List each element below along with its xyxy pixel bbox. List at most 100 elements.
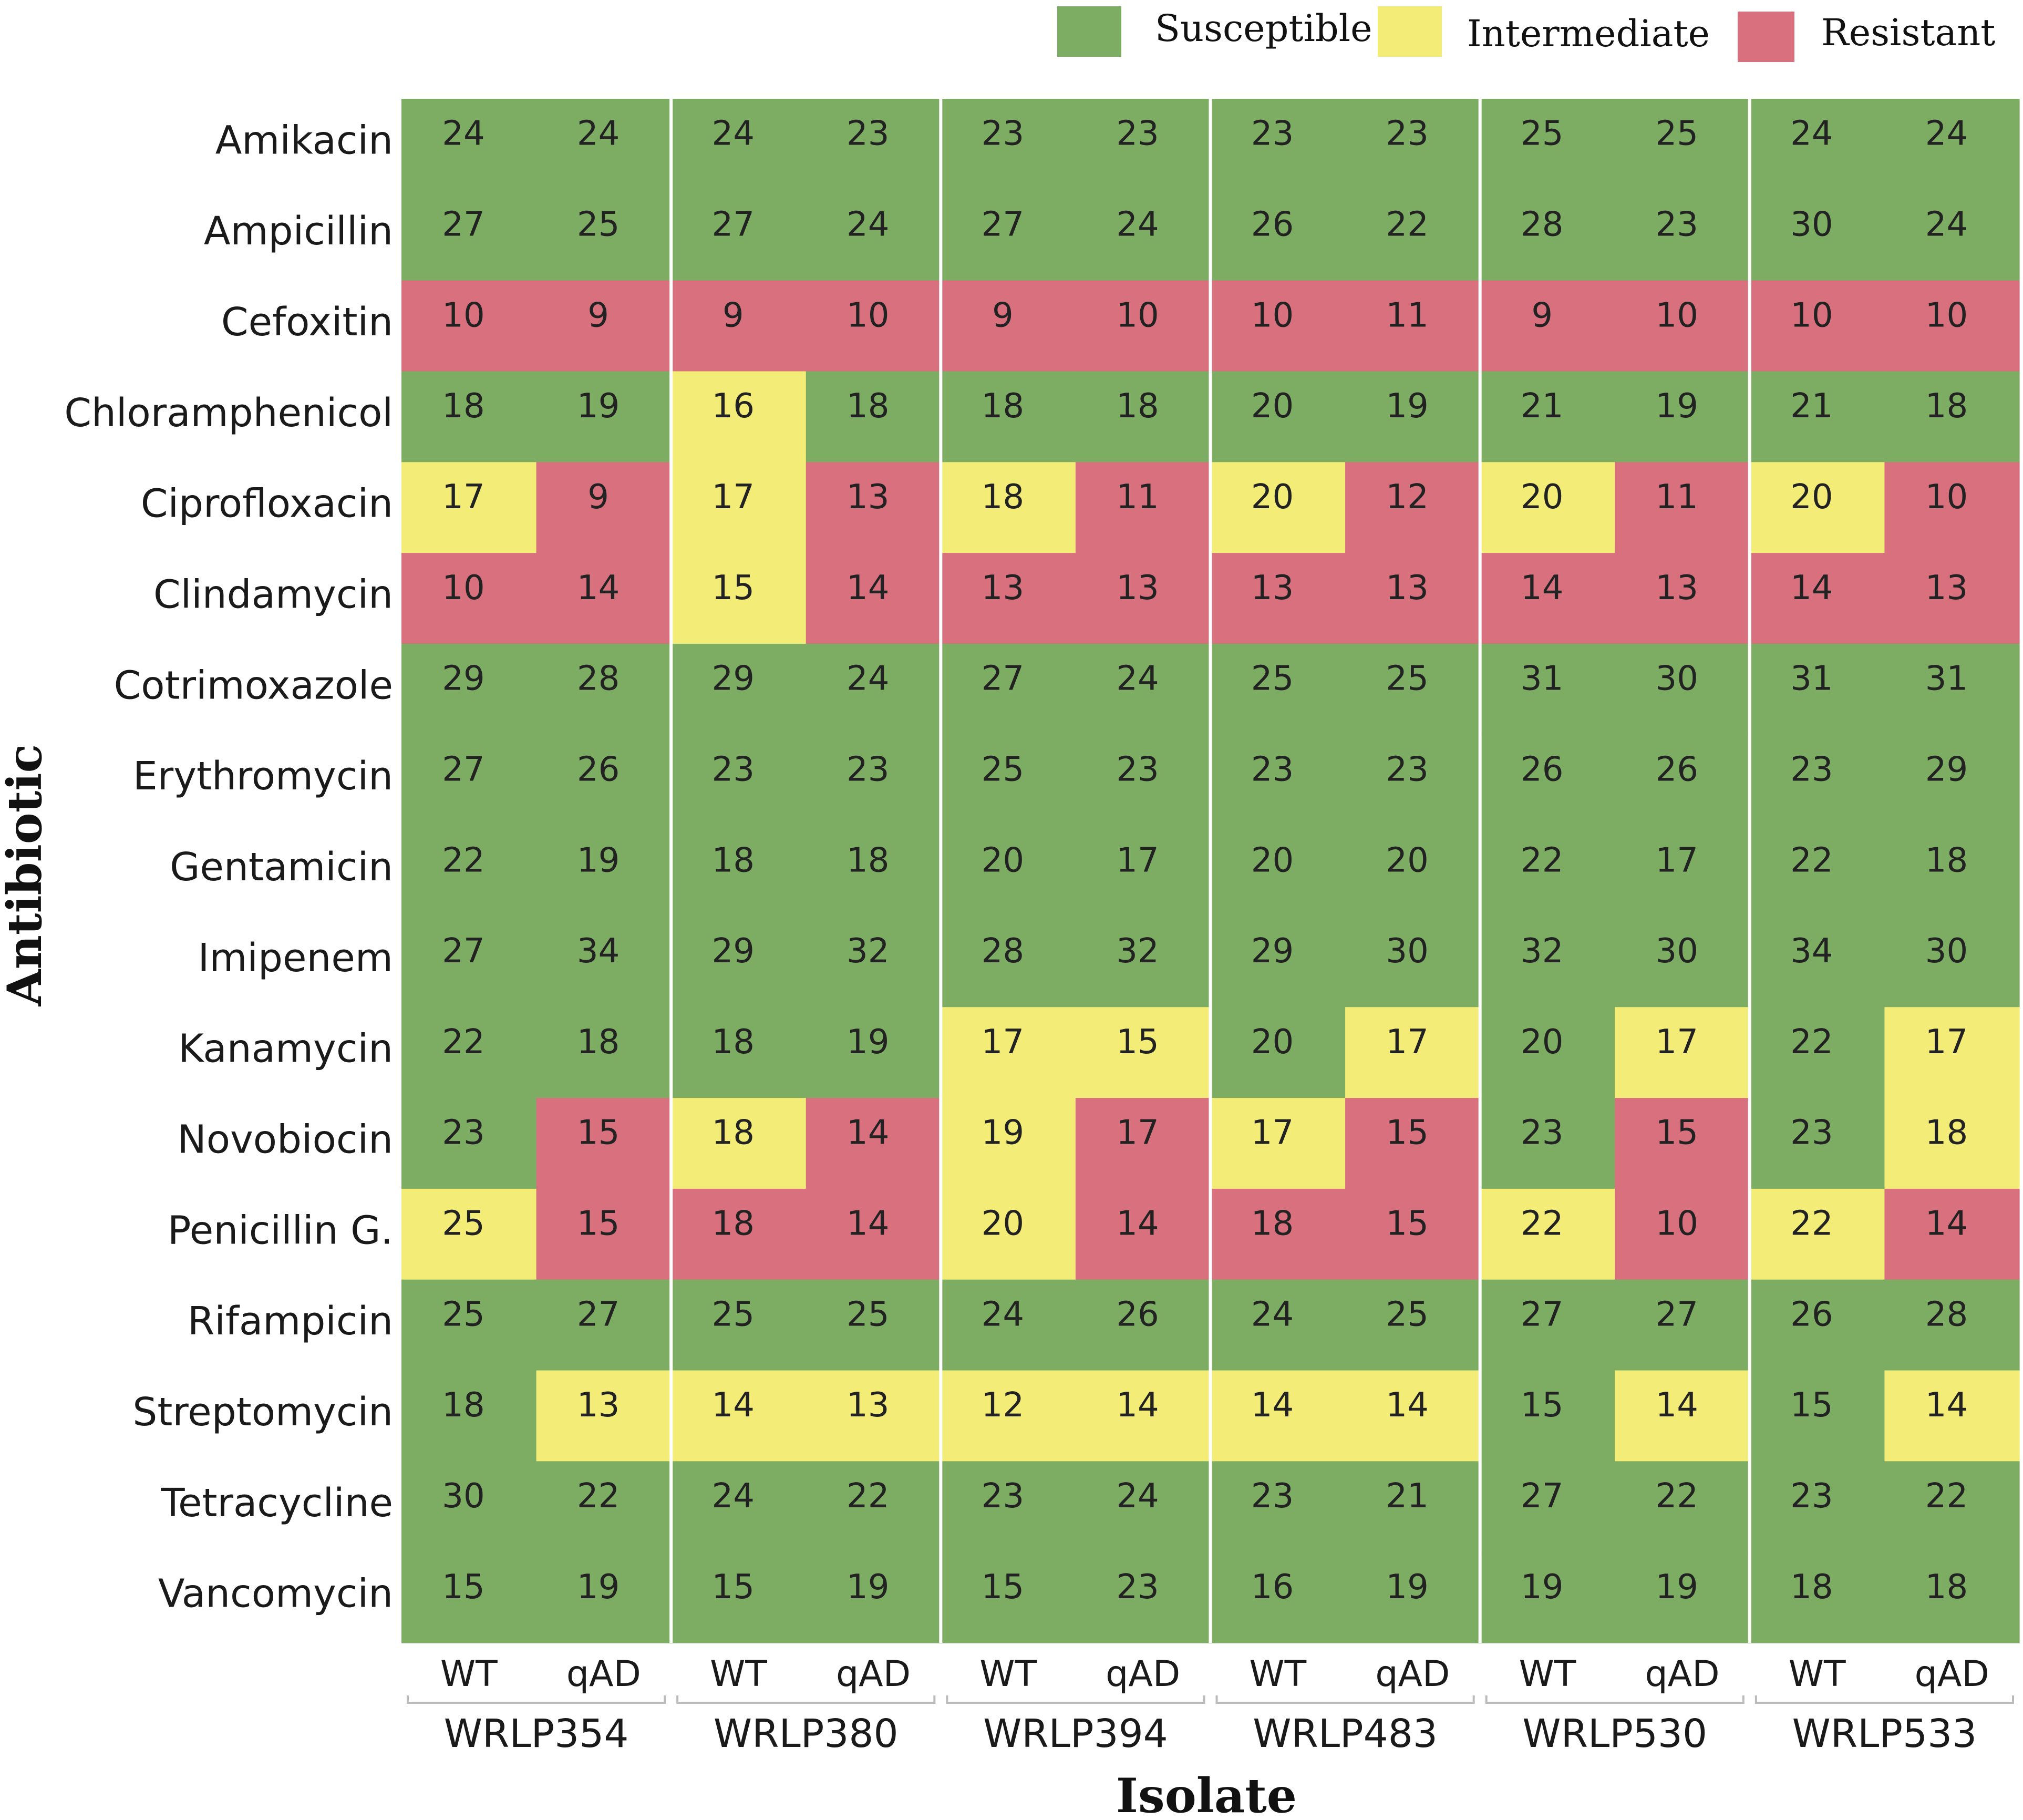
heatmap-cell (1345, 189, 1481, 281)
cell-value-label: 10 (442, 569, 484, 608)
cell-value-label: 30 (1790, 205, 1833, 244)
heatmap-cell (1345, 1098, 1481, 1189)
isolate-label: WRLP394 (983, 1711, 1168, 1756)
heatmap-cell (1075, 189, 1211, 281)
heatmap-cell (1480, 916, 1615, 1007)
legend-label-intermediate: Intermediate (1467, 12, 1710, 55)
cell-value-label: 22 (577, 1477, 620, 1516)
heatmap-cell (401, 280, 537, 372)
heatmap-cell (1884, 1279, 2020, 1371)
cell-value-label: 24 (847, 660, 889, 698)
cell-value-label: 23 (1790, 750, 1833, 789)
cell-value-label: 24 (1790, 115, 1833, 153)
heatmap-cell (1884, 553, 2020, 644)
heatmap-cell (1749, 916, 1885, 1007)
heatmap-cell (1884, 99, 2020, 190)
heatmap-cell (536, 462, 672, 553)
heatmap-cell (806, 462, 941, 553)
strain-tick-label: qAD (1915, 1653, 1989, 1695)
cell-value-label: 18 (711, 1023, 754, 1062)
legend-swatch-intermediate (1378, 6, 1442, 57)
heatmap-cell (671, 462, 807, 553)
heatmap-cell (1075, 462, 1211, 553)
cell-value-label: 23 (1116, 750, 1159, 789)
heatmap-cell (806, 553, 941, 644)
cell-value-label: 17 (1656, 1023, 1698, 1062)
strain-tick-label: qAD (1645, 1653, 1720, 1695)
heatmap-cell (401, 99, 537, 190)
cell-value-label: 25 (711, 1295, 754, 1334)
heatmap-cell (536, 1461, 672, 1552)
cell-value-label: 23 (982, 1477, 1024, 1516)
cell-value-label: 14 (1251, 1386, 1294, 1425)
heatmap-cell (536, 1007, 672, 1098)
heatmap-cell (536, 1098, 672, 1189)
heatmap-cells: 24 24 24 23 23 23 23 23 25 25 24 24 27 25 27 24 27 24 26 22… (401, 99, 2020, 1643)
heatmap-cell (1615, 99, 1750, 190)
cell-value-label: 20 (1790, 478, 1833, 517)
heatmap-cell (536, 553, 672, 644)
cell-value-label: 9 (587, 296, 609, 335)
heatmap-cell (1345, 643, 1481, 735)
heatmap-cell (941, 916, 1076, 1007)
cell-value-label: 22 (442, 1023, 484, 1062)
cell-value-label: 14 (1116, 1205, 1159, 1243)
cell-value-label: 29 (711, 660, 754, 698)
cell-value-label: 15 (1386, 1114, 1428, 1153)
cell-value-label: 24 (1251, 1295, 1294, 1334)
heatmap-cell (536, 280, 672, 372)
antibiotic-label: Gentamicin (170, 845, 393, 890)
heatmap-cell (941, 553, 1076, 644)
heatmap-cell (1345, 734, 1481, 826)
cell-value-label: 30 (442, 1477, 484, 1516)
heatmap-cell (1345, 1552, 1481, 1643)
heatmap-cell (1210, 1461, 1346, 1552)
heatmap-cell (1210, 553, 1346, 644)
heatmap-cell (536, 1370, 672, 1462)
cell-value-label: 22 (1656, 1477, 1698, 1516)
heatmap-cell (1075, 734, 1211, 826)
cell-value-label: 17 (1656, 841, 1698, 880)
cell-value-label: 17 (442, 478, 484, 517)
isolate-bracket (1754, 1695, 2014, 1704)
cell-value-label: 13 (1251, 569, 1294, 608)
cell-value-label: 19 (1656, 387, 1698, 426)
heatmap-cell (671, 371, 807, 462)
heatmap-cell (806, 1461, 941, 1552)
heatmap-cell (401, 1370, 537, 1462)
cell-value-label: 13 (1656, 569, 1698, 608)
heatmap-cell (1075, 643, 1211, 735)
heatmap-cell (1075, 1188, 1211, 1280)
cell-value-label: 24 (847, 205, 889, 244)
cell-value-label: 22 (442, 841, 484, 880)
cell-value-label: 27 (442, 750, 484, 789)
heatmap-cell (671, 1461, 807, 1552)
cell-value-label: 18 (982, 478, 1024, 517)
heatmap-cell (1345, 280, 1481, 372)
cell-value-label: 26 (1251, 205, 1294, 244)
cell-value-label: 31 (1925, 660, 1968, 698)
cell-value-label: 25 (1656, 115, 1698, 153)
cell-value-label: 32 (1521, 932, 1563, 971)
heatmap-cell (1615, 1461, 1750, 1552)
heatmap-cell (1480, 825, 1615, 917)
cell-value-label: 20 (1251, 841, 1294, 880)
legend-swatch-susceptible (1057, 6, 1121, 57)
heatmap-cell (806, 1552, 941, 1643)
heatmap-cell (671, 1007, 807, 1098)
heatmap-cell (1480, 1461, 1615, 1552)
x-axis-title: Isolate (1116, 1768, 1297, 1820)
heatmap-cell (1075, 825, 1211, 917)
heatmap-cell (1210, 280, 1346, 372)
cell-value-label: 19 (577, 387, 620, 426)
heatmap-cell (1884, 371, 2020, 462)
cell-value-label: 9 (1531, 296, 1553, 335)
heatmap-cell (1884, 643, 2020, 735)
heatmap-cell (1480, 280, 1615, 372)
heatmap-cell (1480, 1188, 1615, 1280)
cell-value-label: 25 (847, 1295, 889, 1334)
cell-value-label: 20 (982, 841, 1024, 880)
heatmap-cell (1749, 1552, 1885, 1643)
cell-value-label: 24 (982, 1295, 1024, 1334)
heatmap-cell (1615, 1188, 1750, 1280)
